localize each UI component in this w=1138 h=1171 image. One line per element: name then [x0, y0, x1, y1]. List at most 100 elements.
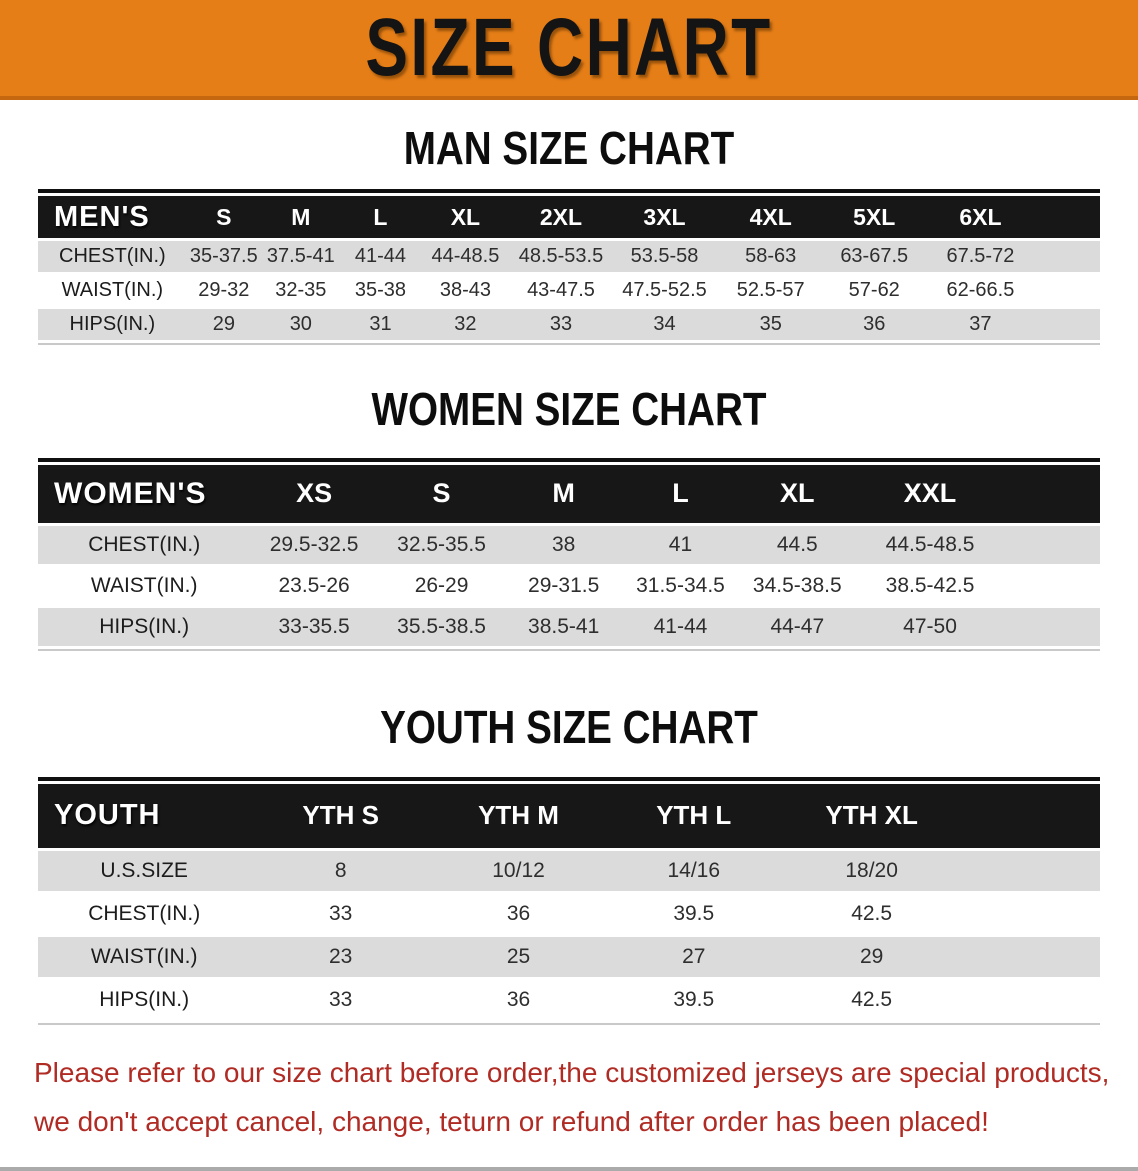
- value-cell: 18/20: [845, 858, 898, 882]
- value-cell: 23.5-26: [278, 573, 350, 597]
- table-name-cell: MEN'S: [54, 200, 150, 233]
- value-cell: 44-48.5: [431, 245, 500, 268]
- value-cell: 36: [506, 901, 531, 925]
- value-cell: 29: [212, 313, 235, 336]
- table-row: CHEST(IN.) 33 36 39.5 42.5: [38, 893, 1100, 934]
- banner: SIZE CHART: [0, 0, 1138, 100]
- table-row: HIPS(IN.) 29 30 31 32 33 34 35 36 37: [38, 309, 1100, 341]
- value-cell: 57-62: [848, 279, 900, 302]
- page-bottom-divider: [0, 1166, 1138, 1171]
- value-cell: 39.5: [673, 987, 715, 1011]
- row-label-cell: HIPS(IN.): [99, 987, 190, 1011]
- value-cell: 26-29: [414, 573, 469, 597]
- value-cell: 37: [969, 313, 992, 336]
- value-cell: 47-50: [903, 614, 957, 638]
- table-bottom-rule: [38, 1022, 1100, 1025]
- spacer-cell: [1036, 275, 1100, 306]
- value-cell: 38.5-42.5: [885, 573, 975, 597]
- value-cell: 23: [328, 944, 353, 968]
- spacer-cell: [962, 784, 1100, 848]
- value-cell: 48.5-53.5: [518, 245, 604, 268]
- table-row: WAIST(IN.) 23.5-26 26-29 29-31.5 31.5-34.5 34…: [38, 566, 1100, 605]
- value-cell: 41: [668, 532, 693, 556]
- row-label-cell: WAIST(IN.): [90, 573, 198, 597]
- value-cell: 35-37.5: [189, 245, 258, 268]
- value-cell: 27: [682, 944, 706, 968]
- men-section: MAN SIZE CHART MEN'S S M L XL 2XL 3XL 4XL 5XL 6XL…: [0, 124, 1138, 346]
- size-header-cell: YTH XL: [825, 800, 918, 831]
- size-header-cell: M: [291, 203, 311, 230]
- header-row: WOMEN'S XS S M L XL XXL: [38, 464, 1100, 523]
- spacer-cell: [1036, 196, 1100, 238]
- value-cell: 63-67.5: [840, 245, 909, 268]
- value-cell: 41-44: [354, 245, 407, 268]
- table-name-cell: WOMEN'S: [54, 476, 207, 510]
- women-section-title: WOMEN SIZE CHART: [371, 383, 767, 436]
- value-cell: 32-35: [275, 279, 327, 302]
- size-header-cell: XL: [450, 203, 481, 230]
- youth-section: YOUTH SIZE CHART YOUTH YTH S YTH M YTH L YTH…: [0, 702, 1138, 1025]
- spacer-cell: [962, 894, 1100, 934]
- value-cell: 25: [506, 944, 531, 968]
- row-label-cell: HIPS(IN.): [69, 313, 156, 336]
- value-cell: 42.5: [851, 987, 893, 1011]
- value-cell: 52.5-57: [736, 279, 805, 302]
- value-cell: 33: [328, 987, 353, 1011]
- value-cell: 43-47.5: [527, 279, 595, 302]
- men-size-table: MEN'S S M L XL 2XL 3XL 4XL 5XL 6XL CHEST(IN.) 35-3…: [38, 193, 1100, 343]
- size-header-cell: 4XL: [749, 203, 792, 230]
- value-cell: 47.5-52.5: [622, 279, 707, 302]
- order-notice: Please refer to our size chart before or…: [0, 1025, 1138, 1163]
- value-cell: 10/12: [492, 858, 545, 882]
- value-cell: 36: [863, 313, 886, 336]
- value-cell: 14/16: [667, 858, 721, 882]
- table-row: CHEST(IN.) 29.5-32.5 32.5-35.5 38 41 44.5 44.5…: [38, 525, 1100, 564]
- value-cell: 58-63: [745, 245, 797, 268]
- value-cell: 31.5-34.5: [636, 573, 725, 597]
- value-cell: 8: [334, 858, 347, 882]
- spacer-cell: [1004, 465, 1100, 523]
- value-cell: 62-66.5: [946, 279, 1015, 302]
- value-cell: 44.5-48.5: [885, 532, 975, 556]
- value-cell: 36: [506, 987, 531, 1011]
- row-label-cell: U.S.SIZE: [100, 858, 188, 882]
- table-name-cell: YOUTH: [54, 799, 161, 832]
- spacer-cell: [1004, 526, 1100, 564]
- size-header-cell: L: [373, 203, 388, 230]
- women-size-table: WOMEN'S XS S M L XL XXL CHEST(IN.) 29.5-32.5 32.…: [38, 462, 1100, 649]
- size-header-cell: 2XL: [539, 203, 583, 230]
- table-row: HIPS(IN.) 33-35.5 35.5-38.5 38.5-41 41-44 44-…: [38, 607, 1100, 646]
- spacer-cell: [1036, 241, 1100, 272]
- table-row: WAIST(IN.) 23 25 27 29: [38, 936, 1100, 977]
- value-cell: 35-38: [354, 279, 407, 302]
- spacer-cell: [962, 980, 1100, 1020]
- table-row: WAIST(IN.) 29-32 32-35 35-38 38-43 43-47.5 47.…: [38, 275, 1100, 307]
- size-header-cell: 3XL: [643, 203, 686, 230]
- value-cell: 33-35.5: [278, 614, 350, 638]
- youth-size-table: YOUTH YTH S YTH M YTH L YTH XL U.S.SIZE 8 10/1…: [38, 781, 1100, 1023]
- men-table-wrap: MEN'S S M L XL 2XL 3XL 4XL 5XL 6XL CHEST(IN.) 35-3…: [38, 189, 1100, 346]
- value-cell: 30: [289, 313, 312, 336]
- row-label-cell: CHEST(IN.): [88, 901, 201, 925]
- size-header-cell: S: [432, 478, 451, 509]
- value-cell: 32.5-35.5: [397, 532, 486, 556]
- row-label-cell: CHEST(IN.): [88, 532, 201, 556]
- notice-line-1: Please refer to our size chart before or…: [34, 1056, 1110, 1088]
- header-row: MEN'S S M L XL 2XL 3XL 4XL 5XL 6XL: [38, 196, 1100, 239]
- size-header-cell: L: [672, 478, 689, 509]
- value-cell: 41-44: [653, 614, 708, 638]
- value-cell: 31: [369, 313, 392, 336]
- table-bottom-rule: [38, 343, 1100, 346]
- banner-title: SIZE CHART: [365, 2, 773, 93]
- table-top-rule: [38, 776, 1100, 781]
- header-row: YOUTH YTH S YTH M YTH L YTH XL: [38, 783, 1100, 848]
- women-section: WOMEN SIZE CHART WOMEN'S XS S M L XL XXL CHEST…: [0, 383, 1138, 651]
- value-cell: 38.5-41: [528, 614, 600, 638]
- value-cell: 37.5-41: [266, 245, 335, 268]
- value-cell: 35: [759, 313, 782, 336]
- table-row: U.S.SIZE 8 10/12 14/16 18/20: [38, 850, 1100, 891]
- value-cell: 67.5-72: [946, 245, 1015, 268]
- row-label-cell: WAIST(IN.): [61, 279, 164, 302]
- table-row: HIPS(IN.) 33 36 39.5 42.5: [38, 979, 1100, 1020]
